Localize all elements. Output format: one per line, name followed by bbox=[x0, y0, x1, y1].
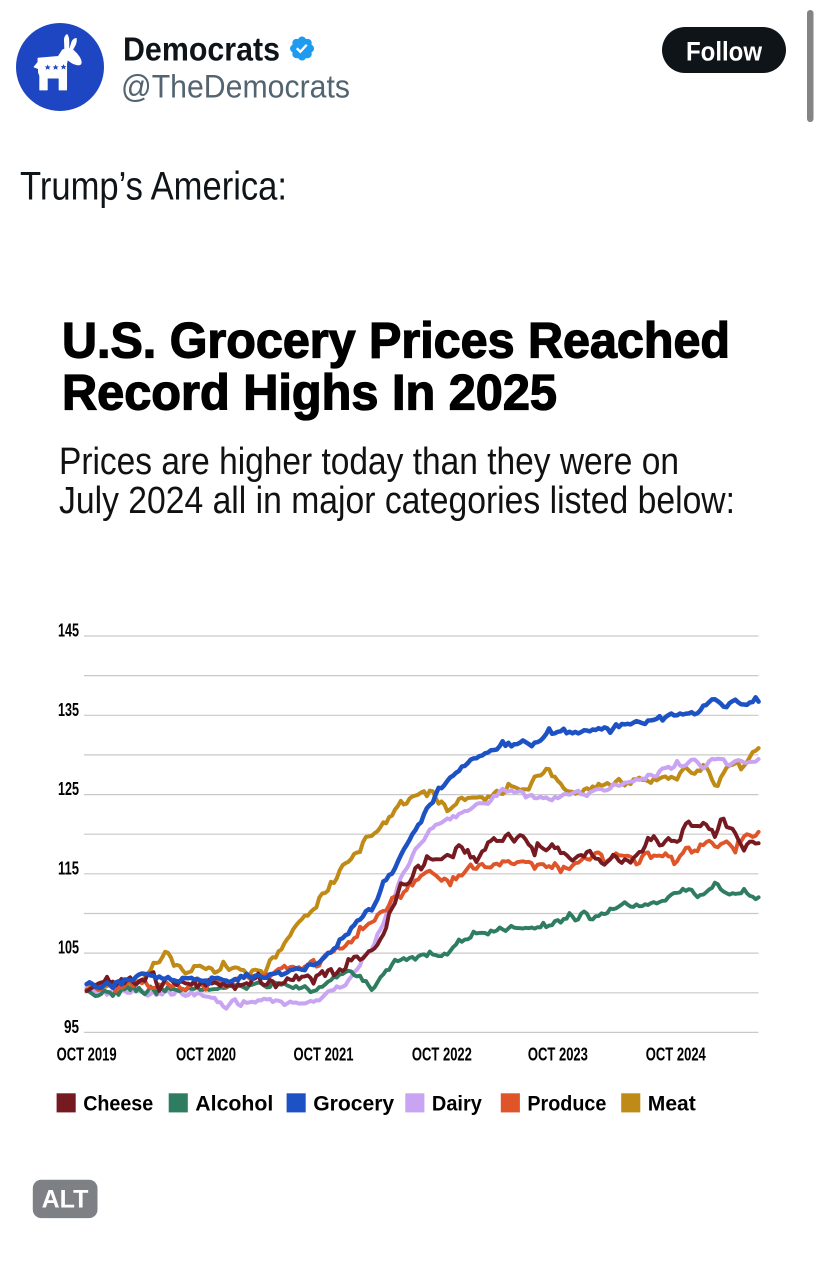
svg-text:95: 95 bbox=[64, 1016, 79, 1037]
svg-text:Democrats: Democrats bbox=[123, 31, 280, 68]
svg-text:135: 135 bbox=[58, 699, 79, 720]
svg-text:OCT 2021: OCT 2021 bbox=[294, 1045, 354, 1065]
svg-text:105: 105 bbox=[58, 937, 79, 958]
svg-text:Produce: Produce bbox=[527, 1091, 606, 1116]
svg-text:Follow: Follow bbox=[686, 37, 763, 67]
svg-text:Cheese: Cheese bbox=[83, 1091, 153, 1116]
svg-text:OCT 2023: OCT 2023 bbox=[528, 1045, 588, 1065]
svg-text:OCT 2020: OCT 2020 bbox=[176, 1045, 236, 1065]
svg-text:Prices are higher today than t: Prices are higher today than they were o… bbox=[59, 441, 679, 483]
svg-text:Trump’s America:: Trump’s America: bbox=[20, 165, 287, 209]
svg-text:Record Highs In 2025: Record Highs In 2025 bbox=[62, 365, 557, 421]
svg-text:OCT 2024: OCT 2024 bbox=[646, 1045, 706, 1065]
svg-text:ALT: ALT bbox=[42, 1186, 89, 1214]
svg-text:125: 125 bbox=[58, 778, 79, 799]
svg-text:Grocery: Grocery bbox=[313, 1091, 394, 1116]
svg-text:Dairy: Dairy bbox=[432, 1091, 482, 1116]
svg-text:Meat: Meat bbox=[648, 1091, 696, 1116]
svg-text:U.S. Grocery Prices Reached: U.S. Grocery Prices Reached bbox=[62, 313, 730, 369]
svg-text:July 2024 all in major categor: July 2024 all in major categories listed… bbox=[59, 480, 735, 522]
svg-text:OCT 2022: OCT 2022 bbox=[412, 1045, 472, 1065]
svg-text:@TheDemocrats: @TheDemocrats bbox=[121, 69, 350, 105]
svg-text:Alcohol: Alcohol bbox=[195, 1091, 273, 1116]
svg-text:OCT 2019: OCT 2019 bbox=[57, 1045, 117, 1065]
svg-text:115: 115 bbox=[58, 857, 79, 878]
svg-text:145: 145 bbox=[58, 620, 79, 641]
